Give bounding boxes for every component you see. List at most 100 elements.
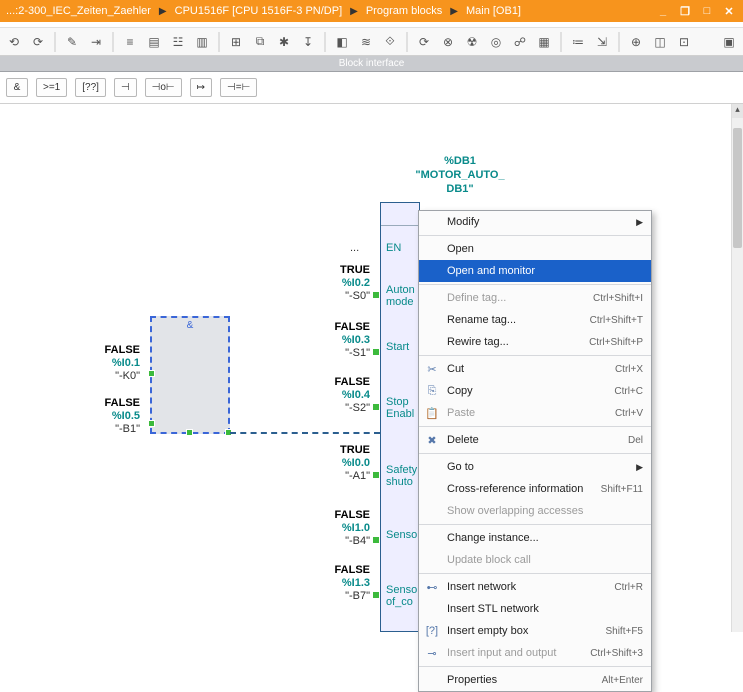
palette-item[interactable]: ⊣=⊢ (220, 78, 257, 97)
menu-item-label: Show overlapping accesses (447, 505, 643, 517)
tag: FALSE%I0.4"-S2" (300, 376, 370, 415)
port-label: Senso of_co (386, 584, 417, 608)
toolbar-button[interactable]: ◧ (332, 32, 352, 52)
toolbar-button[interactable]: ⇥ (86, 32, 106, 52)
toolbar-button[interactable]: ◎ (486, 32, 506, 52)
toolbar-button[interactable]: ☳ (168, 32, 188, 52)
toolbar-button[interactable]: ≋ (356, 32, 376, 52)
tag-state: FALSE (300, 564, 370, 577)
connector-dot (373, 349, 379, 355)
toolbar-button[interactable]: ⟐ (380, 32, 400, 52)
toolbar-button[interactable]: ⊗ (438, 32, 458, 52)
toolbar-button[interactable]: ⇲ (592, 32, 612, 52)
menu-item-label: Open and monitor (447, 265, 643, 277)
context-menu-item[interactable]: Rename tag... Ctrl+Shift+T (419, 309, 651, 331)
close-button[interactable]: ✕ (721, 5, 737, 18)
menu-item-label: Rename tag... (447, 314, 584, 326)
toolbar-button[interactable]: ☍ (510, 32, 530, 52)
tag-name: "-B7" (300, 590, 370, 603)
toolbar-button[interactable]: ▥ (192, 32, 212, 52)
menu-item-shortcut: Shift+F5 (605, 626, 643, 637)
context-menu-item[interactable]: ✖DeleteDel (419, 429, 651, 451)
context-menu-item[interactable]: Cross-reference informationShift+F11 (419, 478, 651, 500)
toolbar-button[interactable]: ≔ (568, 32, 588, 52)
context-menu-item[interactable]: Open and monitor (419, 260, 651, 282)
scroll-thumb[interactable] (733, 128, 742, 248)
toolbar-button[interactable]: ▤ (144, 32, 164, 52)
tag-addr: %I0.0 (300, 457, 370, 470)
menu-item-label: Rewire tag... (447, 336, 583, 348)
context-menu-item[interactable]: Change instance... (419, 527, 651, 549)
context-menu-item: ⊸Insert input and outputCtrl+Shift+3 (419, 642, 651, 664)
tag: FALSE%I1.0"-B4" (300, 509, 370, 548)
maximize-button[interactable]: □ (699, 5, 715, 18)
main-toolbar: ⟲⟳✎⇥≡▤☳▥⊞⧉✱↧◧≋⟐⟳⊗☢◎☍▦≔⇲⊕◫⊡▣ (0, 28, 743, 56)
tag-name: "-S1" (300, 347, 370, 360)
menu-item-shortcut: Ctrl+Shift+P (589, 337, 643, 348)
context-menu-item[interactable]: Open (419, 238, 651, 260)
toolbar-button[interactable]: ▣ (719, 32, 739, 52)
toolbar-button[interactable]: ⟳ (414, 32, 434, 52)
chevron-right-icon: ▶ (636, 217, 643, 228)
block-interface-label[interactable]: Block interface (0, 56, 743, 72)
toolbar-button[interactable]: ⟲ (4, 32, 24, 52)
port-label: Start (386, 341, 409, 353)
menu-item-label: Open (447, 243, 643, 255)
toolbar-button[interactable]: ⟳ (28, 32, 48, 52)
palette-item[interactable]: [??] (75, 78, 106, 97)
toolbar-button[interactable]: ▦ (534, 32, 554, 52)
toolbar-button[interactable]: ✎ (62, 32, 82, 52)
toolbar-button[interactable]: ✱ (274, 32, 294, 52)
context-menu-item[interactable]: ⊷Insert networkCtrl+R (419, 576, 651, 598)
tag-state: FALSE (300, 321, 370, 334)
menu-item-label: Paste (447, 407, 609, 419)
toolbar-button[interactable]: ⊡ (674, 32, 694, 52)
context-menu-item[interactable]: [?]Insert empty boxShift+F5 (419, 620, 651, 642)
menu-item-shortcut: Shift+F11 (601, 484, 643, 495)
chevron-right-icon: ▶ (450, 6, 458, 17)
menu-item-icon: ⊷ (423, 581, 441, 594)
toolbar-button[interactable]: ≡ (120, 32, 140, 52)
context-menu-item[interactable]: Rewire tag... Ctrl+Shift+P (419, 331, 651, 353)
menu-item-shortcut: Del (628, 435, 643, 446)
restore-button[interactable]: ❐ (677, 5, 693, 18)
context-menu-item[interactable]: Modify▶ (419, 211, 651, 233)
toolbar-button[interactable]: ☢ (462, 32, 482, 52)
vertical-scrollbar[interactable]: ▴ (731, 104, 743, 632)
palette-item[interactable]: ⊣ (114, 78, 137, 97)
toolbar-button[interactable]: ⊕ (626, 32, 646, 52)
tag-state: FALSE (70, 397, 140, 410)
tag: FALSE%I0.3"-S1" (300, 321, 370, 360)
tag: TRUE%I0.0"-A1" (300, 444, 370, 483)
context-menu-item[interactable]: Insert STL network (419, 598, 651, 620)
menu-item-label: Update block call (447, 554, 643, 566)
toolbar-button[interactable]: ⊞ (226, 32, 246, 52)
palette-item[interactable]: >=1 (36, 78, 67, 97)
connector-dot (373, 472, 379, 478)
menu-item-label: Delete (447, 434, 622, 446)
palette-item[interactable]: ⊣o⊢ (145, 78, 182, 97)
menu-item-icon: [?] (423, 625, 441, 637)
context-menu-item[interactable]: Go to▶ (419, 456, 651, 478)
tag-addr: %I0.4 (300, 389, 370, 402)
toolbar-button[interactable]: ⧉ (250, 32, 270, 52)
palette-item[interactable]: ↦ (190, 78, 212, 97)
minimize-button[interactable]: _ (655, 5, 671, 18)
connector-dot (148, 370, 155, 377)
tag: TRUE%I0.2"-S0" (300, 264, 370, 303)
toolbar-button[interactable]: ◫ (650, 32, 670, 52)
context-menu-item[interactable]: ⎘CopyCtrl+C (419, 380, 651, 402)
menu-item-label: Change instance... (447, 532, 643, 544)
menu-item-shortcut: Ctrl+Shift+T (590, 315, 643, 326)
breadcrumb-seg: Main [OB1] (466, 5, 521, 17)
context-menu-item[interactable]: ✂CutCtrl+X (419, 358, 651, 380)
toolbar-button[interactable]: ↧ (298, 32, 318, 52)
menu-item-label: Insert input and output (447, 647, 584, 659)
context-menu-item[interactable]: PropertiesAlt+Enter (419, 669, 651, 691)
menu-item-label: Define tag... (447, 292, 587, 304)
and-gate[interactable]: & (150, 316, 230, 434)
chevron-right-icon: ▶ (159, 6, 167, 17)
tag-name: "-B4" (300, 535, 370, 548)
palette-item[interactable]: & (6, 78, 28, 97)
scroll-up-icon[interactable]: ▴ (732, 104, 743, 118)
